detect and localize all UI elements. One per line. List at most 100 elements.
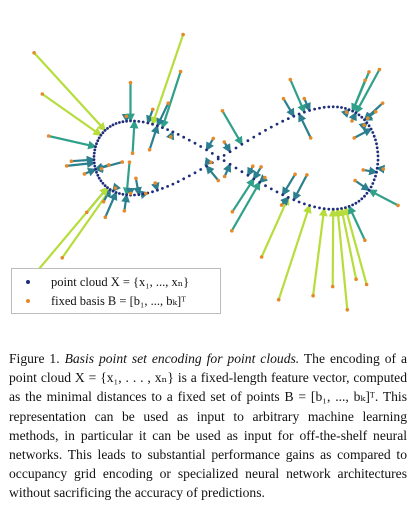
point-cloud-dot — [258, 180, 262, 184]
basis-point-set-figure — [26, 32, 400, 312]
point-cloud-dot — [297, 112, 301, 116]
figure-canvas — [26, 32, 400, 312]
basis-point — [251, 164, 255, 168]
distance-arrow — [146, 109, 155, 125]
distance-arrow — [122, 162, 132, 197]
point-cloud-dot — [369, 127, 373, 131]
point-cloud-dot — [95, 142, 98, 146]
basis-point — [373, 109, 378, 114]
point-cloud-dot — [187, 174, 191, 178]
point-cloud-dot — [176, 133, 180, 136]
point-cloud-dot — [331, 105, 335, 109]
basis-point — [308, 136, 313, 140]
point-cloud-dot — [161, 126, 164, 129]
point-cloud-marker-icon — [26, 280, 30, 284]
point-cloud-dot — [360, 115, 364, 119]
basis-point — [144, 191, 148, 196]
basis-point — [124, 114, 129, 119]
point-cloud-dot — [205, 148, 208, 152]
point-cloud-dot — [371, 131, 375, 134]
point-cloud-dot — [363, 118, 366, 122]
distance-arrow — [302, 98, 311, 112]
basis-point — [101, 199, 106, 204]
basis-point — [153, 181, 157, 185]
point-cloud-dot — [96, 173, 100, 177]
distance-arrow — [348, 205, 366, 241]
distance-arrow — [223, 162, 232, 177]
basis-point — [259, 165, 263, 169]
point-cloud-dot — [327, 207, 331, 211]
basis-point — [367, 70, 371, 74]
distance-arrow — [230, 181, 261, 232]
point-cloud-dot — [376, 150, 380, 154]
point-cloud-dot — [376, 154, 380, 158]
point-cloud-dot — [92, 158, 96, 162]
point-cloud-dot — [371, 182, 375, 185]
basis-point — [147, 147, 152, 152]
basis-point — [103, 215, 108, 219]
point-cloud-dot — [108, 188, 112, 191]
point-cloud-dot — [114, 122, 118, 125]
basis-point — [230, 229, 234, 233]
distance-arrow — [292, 174, 308, 202]
basis-point — [354, 277, 358, 282]
point-cloud-dot — [303, 202, 306, 206]
point-cloud-dot — [106, 186, 109, 190]
point-cloud-dot — [363, 194, 366, 198]
point-cloud-dot — [360, 197, 364, 201]
basis-point — [113, 186, 118, 190]
basis-marker-icon — [26, 299, 30, 303]
point-cloud-dot — [101, 181, 105, 185]
point-cloud-dot — [106, 126, 109, 130]
point-cloud-dot — [322, 105, 326, 109]
point-cloud-dot — [228, 150, 232, 154]
point-cloud-dot — [129, 119, 132, 123]
point-cloud-dot — [281, 193, 285, 197]
point-cloud-dot — [108, 125, 112, 128]
distance-arrow — [133, 178, 142, 197]
distance-arrow — [354, 69, 381, 115]
basis-point — [181, 32, 185, 37]
basis-point — [366, 116, 370, 120]
distance-arrow — [66, 159, 96, 169]
point-cloud-dot — [347, 205, 351, 208]
point-cloud-dot — [286, 117, 290, 120]
basis-point — [259, 255, 264, 259]
point-cloud-dot — [216, 157, 220, 161]
point-cloud-dot — [374, 138, 377, 142]
distance-arrow — [104, 191, 118, 218]
point-cloud-dot — [318, 106, 321, 110]
point-cloud-dot — [240, 142, 244, 146]
basis-point — [345, 308, 350, 312]
distance-arrow — [282, 98, 295, 118]
distance-arrow — [41, 93, 103, 137]
caption-body: The encoding of a point cloud X = {x₁, .… — [9, 351, 407, 501]
basis-point — [60, 255, 64, 260]
distance-arrow — [252, 166, 263, 181]
point-cloud-dot — [336, 207, 339, 211]
point-cloud-dot — [281, 119, 285, 123]
distance-arrows — [27, 34, 399, 310]
basis-point — [230, 209, 235, 214]
basis-point — [396, 203, 400, 208]
distance-arrow — [363, 166, 378, 176]
point-cloud-dot — [234, 166, 238, 170]
basis-point — [279, 203, 284, 207]
point-cloud-dot — [375, 142, 378, 146]
point-cloud-dot — [246, 173, 250, 177]
point-cloud-dot — [347, 108, 351, 111]
basis-point — [330, 284, 335, 289]
point-cloud-dot — [222, 159, 226, 163]
basis-points — [26, 32, 400, 312]
point-cloud-dot — [111, 123, 115, 127]
point-cloud-dot — [331, 207, 335, 211]
distance-arrow — [354, 179, 371, 192]
basis-point — [361, 168, 366, 172]
distance-arrow — [333, 207, 349, 310]
point-cloud-dot — [118, 121, 121, 124]
point-cloud-dot — [357, 199, 361, 203]
point-cloud-dot — [286, 196, 290, 199]
point-cloud-dot — [166, 128, 170, 132]
point-cloud-dot — [372, 178, 376, 182]
point-cloud-dot — [318, 206, 321, 210]
